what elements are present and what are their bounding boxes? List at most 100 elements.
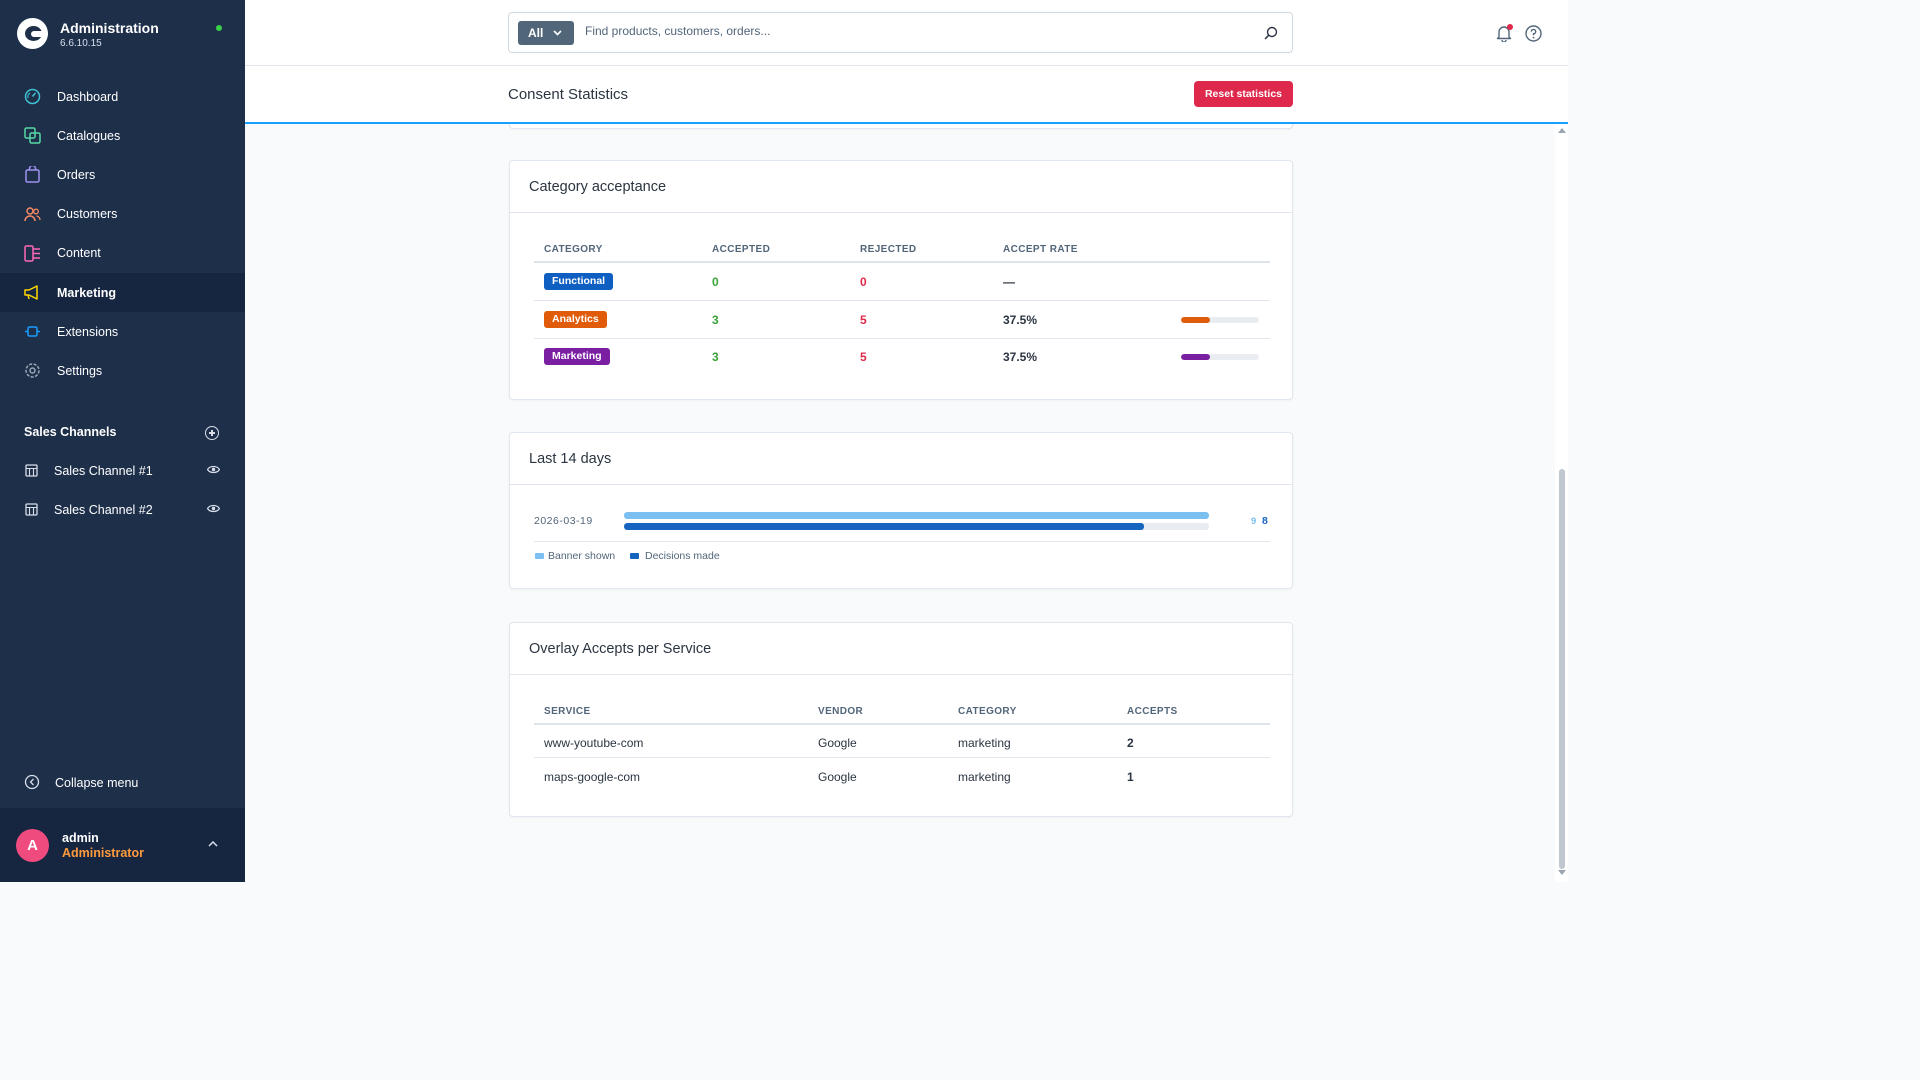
accepted-count: 0 [712,275,719,289]
nav-item-label: Customers [57,207,118,222]
rejected-count: 5 [860,350,867,364]
notifications-bell-icon[interactable] [1495,24,1513,42]
online-status-icon [216,25,222,31]
row-divider [534,757,1270,758]
category-acceptance-card: Category acceptance CATEGORY ACCEPTED RE… [509,160,1293,400]
shopware-logo-icon[interactable] [17,18,48,49]
category-badge: Marketing [544,348,610,365]
header-divider [534,261,1270,263]
service-category: marketing [958,770,1011,784]
collapse-menu-button[interactable]: Collapse menu [24,774,224,794]
reset-statistics-button[interactable]: Reset statistics [1194,81,1293,107]
nav-item-catalogues[interactable]: Catalogues [0,116,245,155]
card-title: Category acceptance [529,179,667,195]
extensions-icon [25,326,40,337]
day-date: 2026-03-19 [534,515,593,527]
nav-item-settings[interactable]: Settings [0,351,245,390]
decisions-made-bar-fill [624,523,1144,530]
storefront-icon [25,464,38,477]
column-header-service: SERVICE [544,706,591,717]
row-divider [534,541,1270,542]
accepts-count: 2 [1127,736,1134,750]
nav-item-label: Settings [57,363,103,378]
dashboard-icon [24,88,41,105]
legend-swatch-decisions-made [630,553,639,559]
category-badge: Functional [544,273,614,290]
search-type-label: All [528,26,544,40]
overlay-accepts-card: Overlay Accepts per Service SERVICE VEND… [509,622,1293,817]
banner-shown-count: 9 [1251,516,1257,527]
vendor-name: Google [818,736,857,750]
header-divider [534,723,1270,725]
page-scrollbar[interactable] [1555,124,1568,882]
nav-item-content[interactable]: Content [0,234,245,273]
sales-channel-label: Sales Channel #2 [54,503,153,517]
column-header-accept-rate: ACCEPT RATE [1003,244,1078,255]
sales-channel-item-2[interactable]: Sales Channel #2 [0,499,245,523]
search-input[interactable] [585,24,1245,38]
column-header-category: CATEGORY [958,706,1017,717]
sales-channel-label: Sales Channel #1 [54,464,153,478]
chevron-up-icon[interactable] [208,841,218,847]
nav-item-dashboard[interactable]: Dashboard [0,77,245,116]
user-menu[interactable]: A admin Administrator [0,808,245,882]
user-role: Administrator [62,846,144,860]
scrollbar-thumb[interactable] [1559,469,1565,869]
column-header-category: CATEGORY [544,244,603,255]
column-header-vendor: VENDOR [818,706,864,717]
storefront-icon [25,503,38,516]
add-sales-channel-icon[interactable] [205,426,219,440]
nav-item-orders[interactable]: Orders [0,155,245,194]
banner-shown-bar-fill [624,512,1209,519]
eye-icon[interactable] [207,465,220,474]
accept-rate-bar-fill [1181,354,1211,360]
accept-rate: — [1003,275,1015,289]
column-header-rejected: REJECTED [860,244,917,255]
service-category: marketing [958,736,1011,750]
nav-item-label: Marketing [57,285,117,300]
brand-title: Administration [60,20,159,36]
notification-badge [1507,24,1513,30]
card-header: Category acceptance [510,161,1292,213]
smart-bar: Consent Statistics Reset statistics [245,66,1568,124]
main-navigation: Dashboard Catalogues Orders Customers Co… [0,77,245,391]
accept-rate-bar-fill [1181,317,1211,323]
nav-item-label: Orders [57,167,96,182]
search-icon[interactable] [1264,26,1278,40]
column-header-accepts: ACCEPTS [1127,706,1178,717]
help-icon[interactable] [1525,25,1542,42]
nav-item-label: Content [57,246,101,261]
legend-label-decisions-made: Decisions made [645,550,720,562]
row-divider [534,300,1270,301]
search-type-select[interactable]: All [518,21,574,45]
brand-version: 6.6.10.15 [60,38,102,49]
collapse-menu-label: Collapse menu [55,776,139,790]
nav-item-marketing[interactable]: Marketing [0,272,245,313]
category-badge: Analytics [544,311,607,328]
accepted-count: 3 [712,313,719,327]
banner-shown-bar [624,512,1209,519]
sales-channel-item-1[interactable]: Sales Channel #1 [0,460,245,484]
marketing-icon [24,285,38,300]
customers-icon [24,206,41,221]
avatar: A [16,829,49,862]
brand: Administration 6.6.10.15 [0,0,245,70]
rejected-count: 0 [860,275,867,289]
decisions-made-bar [624,523,1209,530]
eye-icon[interactable] [207,504,220,513]
nav-item-customers[interactable]: Customers [0,195,245,234]
card-title: Overlay Accepts per Service [529,641,712,657]
service-name: maps-google-com [544,770,641,784]
accepts-count: 1 [1127,770,1134,784]
service-name: www-youtube-com [544,736,644,750]
accept-rate: 37.5% [1003,350,1038,364]
card-header: Overlay Accepts per Service [510,623,1292,675]
main-content: Category acceptance CATEGORY ACCEPTED RE… [245,124,1555,882]
chevron-down-icon [553,30,562,36]
scroll-down-arrow-icon[interactable] [1558,870,1566,875]
rejected-count: 5 [860,313,867,327]
nav-item-extensions[interactable]: Extensions [0,312,245,351]
catalogues-icon [24,127,41,144]
legend-swatch-banner-shown [535,553,544,559]
scroll-up-arrow-icon[interactable] [1558,128,1566,133]
